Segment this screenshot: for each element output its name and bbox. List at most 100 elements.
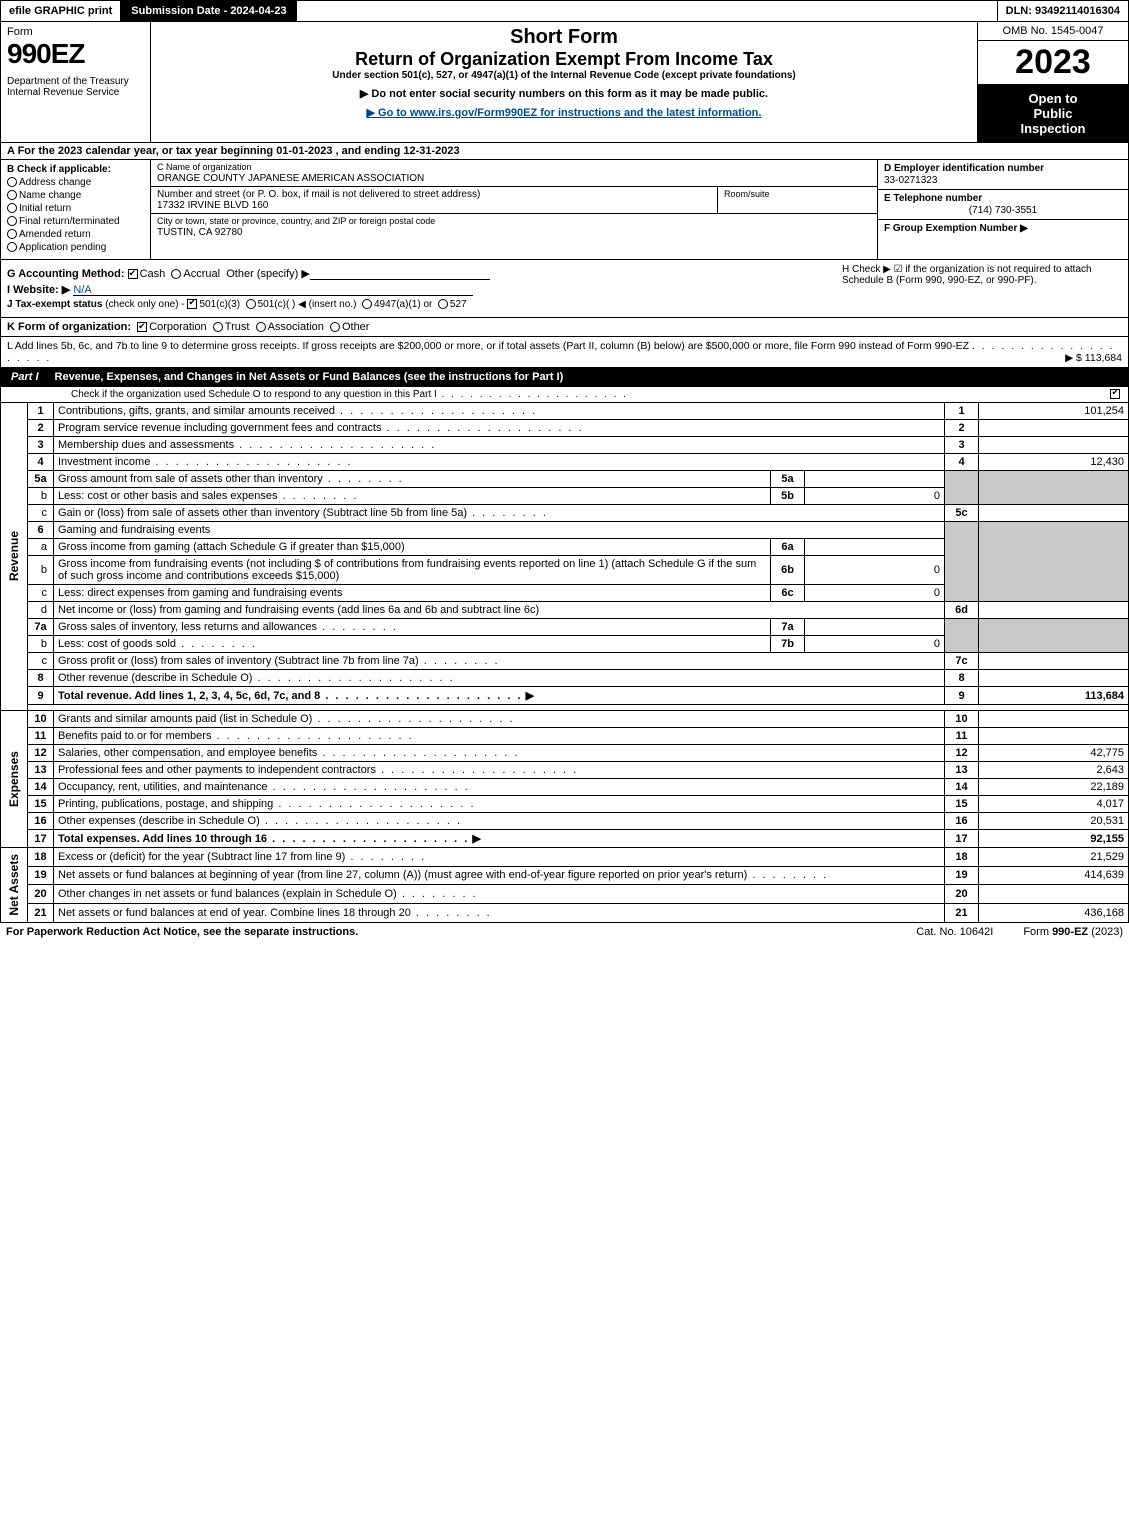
- r2-ref: 2: [945, 420, 979, 437]
- r2-desc: Program service revenue including govern…: [58, 422, 584, 434]
- j-501c-check[interactable]: [246, 299, 256, 309]
- irs-link[interactable]: ▶ Go to www.irs.gov/Form990EZ for instru…: [367, 107, 762, 119]
- r8-amt: [979, 670, 1129, 687]
- r19-desc: Net assets or fund balances at beginning…: [58, 869, 828, 881]
- k-other-check[interactable]: [330, 322, 340, 332]
- part1-tag: Part I: [1, 368, 49, 386]
- r17-amt: 92,155: [979, 830, 1129, 848]
- r6a-mval: [805, 539, 945, 556]
- r5b-num: b: [28, 488, 54, 505]
- r4-ref: 4: [945, 454, 979, 471]
- k-trust-check[interactable]: [213, 322, 223, 332]
- row-12: 12 Salaries, other compensation, and emp…: [1, 745, 1129, 762]
- c-name-label: C Name of organization: [157, 162, 252, 172]
- j-4947-check[interactable]: [362, 299, 372, 309]
- chk-initial-return-label: Initial return: [19, 203, 71, 214]
- row-l: L Add lines 5b, 6c, and 7b to line 9 to …: [0, 337, 1129, 368]
- instruction-link: ▶ Go to www.irs.gov/Form990EZ for instru…: [159, 106, 969, 119]
- r3-num: 3: [28, 437, 54, 454]
- g-cash-label: Cash: [140, 268, 166, 280]
- r9-num: 9: [28, 687, 54, 705]
- r6d-num: d: [28, 602, 54, 619]
- org-city: TUSTIN, CA 92780: [157, 227, 243, 238]
- netassets-label: Net Assets: [5, 850, 23, 920]
- g-accrual-check[interactable]: [171, 269, 181, 279]
- j-501c3-check[interactable]: [187, 299, 197, 309]
- r5b-mini: 5b: [771, 488, 805, 505]
- r7-grey: [945, 619, 979, 653]
- r6a-mini: 6a: [771, 539, 805, 556]
- department-label: Department of the Treasury Internal Reve…: [7, 76, 144, 98]
- r4-desc: Investment income: [58, 456, 353, 468]
- r11-desc: Benefits paid to or for members: [58, 730, 414, 742]
- ein-value: 33-0271323: [884, 175, 1122, 186]
- chk-initial-return[interactable]: Initial return: [7, 203, 144, 214]
- r8-ref: 8: [945, 670, 979, 687]
- b-label: B Check if applicable:: [7, 164, 144, 175]
- d-label: D Employer identification number: [884, 163, 1044, 174]
- r2-amt: [979, 420, 1129, 437]
- row-5a: 5a Gross amount from sale of assets othe…: [1, 471, 1129, 488]
- r15-ref: 15: [945, 796, 979, 813]
- r20-amt: [979, 885, 1129, 904]
- g-cash-check[interactable]: [128, 269, 138, 279]
- r14-num: 14: [28, 779, 54, 796]
- chk-name-change[interactable]: Name change: [7, 190, 144, 201]
- r18-num: 18: [28, 848, 54, 867]
- g-other-input[interactable]: [310, 268, 490, 280]
- r13-ref: 13: [945, 762, 979, 779]
- r1-amt: 101,254: [979, 403, 1129, 420]
- efile-print-button[interactable]: efile GRAPHIC print: [1, 1, 121, 21]
- row-8: 8 Other revenue (describe in Schedule O)…: [1, 670, 1129, 687]
- dln-label: DLN: 93492114016304: [997, 1, 1128, 21]
- part1-sub-check[interactable]: [1098, 389, 1122, 400]
- j-527-check[interactable]: [438, 299, 448, 309]
- r6-grey-amt: [979, 522, 1129, 602]
- e-phone: E Telephone number (714) 730-3551: [878, 190, 1128, 220]
- r6-grey: [945, 522, 979, 602]
- block-ghij: H Check ▶ ☑ if the organization is not r…: [0, 260, 1129, 318]
- form-word: Form: [7, 26, 144, 38]
- submission-date-button[interactable]: Submission Date - 2024-04-23: [121, 1, 296, 21]
- r7-grey-amt: [979, 619, 1129, 653]
- chk-amended-return[interactable]: Amended return: [7, 229, 144, 240]
- open-to-public: Open to Public Inspection: [978, 85, 1128, 142]
- r1-desc: Contributions, gifts, grants, and simila…: [58, 405, 537, 417]
- l-text: L Add lines 5b, 6c, and 7b to line 9 to …: [7, 340, 969, 352]
- r8-num: 8: [28, 670, 54, 687]
- k-corp-check[interactable]: [137, 322, 147, 332]
- d-ein: D Employer identification number 33-0271…: [878, 160, 1128, 190]
- form-number: 990EZ: [7, 38, 144, 70]
- r21-amt: 436,168: [979, 903, 1129, 922]
- g-accrual-label: Accrual: [183, 268, 220, 280]
- f-label: F Group Exemption Number ▶: [884, 223, 1028, 234]
- r6d-desc: Net income or (loss) from gaming and fun…: [54, 602, 945, 619]
- i-label: I Website: ▶: [7, 284, 70, 296]
- r14-amt: 22,189: [979, 779, 1129, 796]
- k-trust-label: Trust: [225, 321, 250, 333]
- k-label: K Form of organization:: [7, 321, 131, 333]
- org-name: ORANGE COUNTY JAPANESE AMERICAN ASSOCIAT…: [157, 173, 424, 184]
- r19-amt: 414,639: [979, 866, 1129, 885]
- chk-address-change-label: Address change: [19, 177, 91, 188]
- r1-num: 1: [28, 403, 54, 420]
- r12-ref: 12: [945, 745, 979, 762]
- r13-num: 13: [28, 762, 54, 779]
- open-line2: Public: [982, 106, 1124, 121]
- r13-amt: 2,643: [979, 762, 1129, 779]
- room-suite-label: Room/suite: [717, 187, 877, 213]
- r6c-mval: 0: [805, 585, 945, 602]
- k-assoc-check[interactable]: [256, 322, 266, 332]
- chk-final-return[interactable]: Final return/terminated: [7, 216, 144, 227]
- form-header: Form 990EZ Department of the Treasury In…: [0, 22, 1129, 143]
- j-501c-label: 501(c)( ) ◀ (insert no.): [258, 299, 357, 310]
- footer-right: Form 990-EZ (2023): [1023, 926, 1123, 938]
- chk-application-pending[interactable]: Application pending: [7, 242, 144, 253]
- g-other-label: Other (specify) ▶: [226, 268, 310, 280]
- r18-ref: 18: [945, 848, 979, 867]
- r20-desc: Other changes in net assets or fund bala…: [58, 888, 478, 900]
- chk-address-change[interactable]: Address change: [7, 177, 144, 188]
- r21-ref: 21: [945, 903, 979, 922]
- title-return: Return of Organization Exempt From Incom…: [159, 49, 969, 70]
- r10-ref: 10: [945, 711, 979, 728]
